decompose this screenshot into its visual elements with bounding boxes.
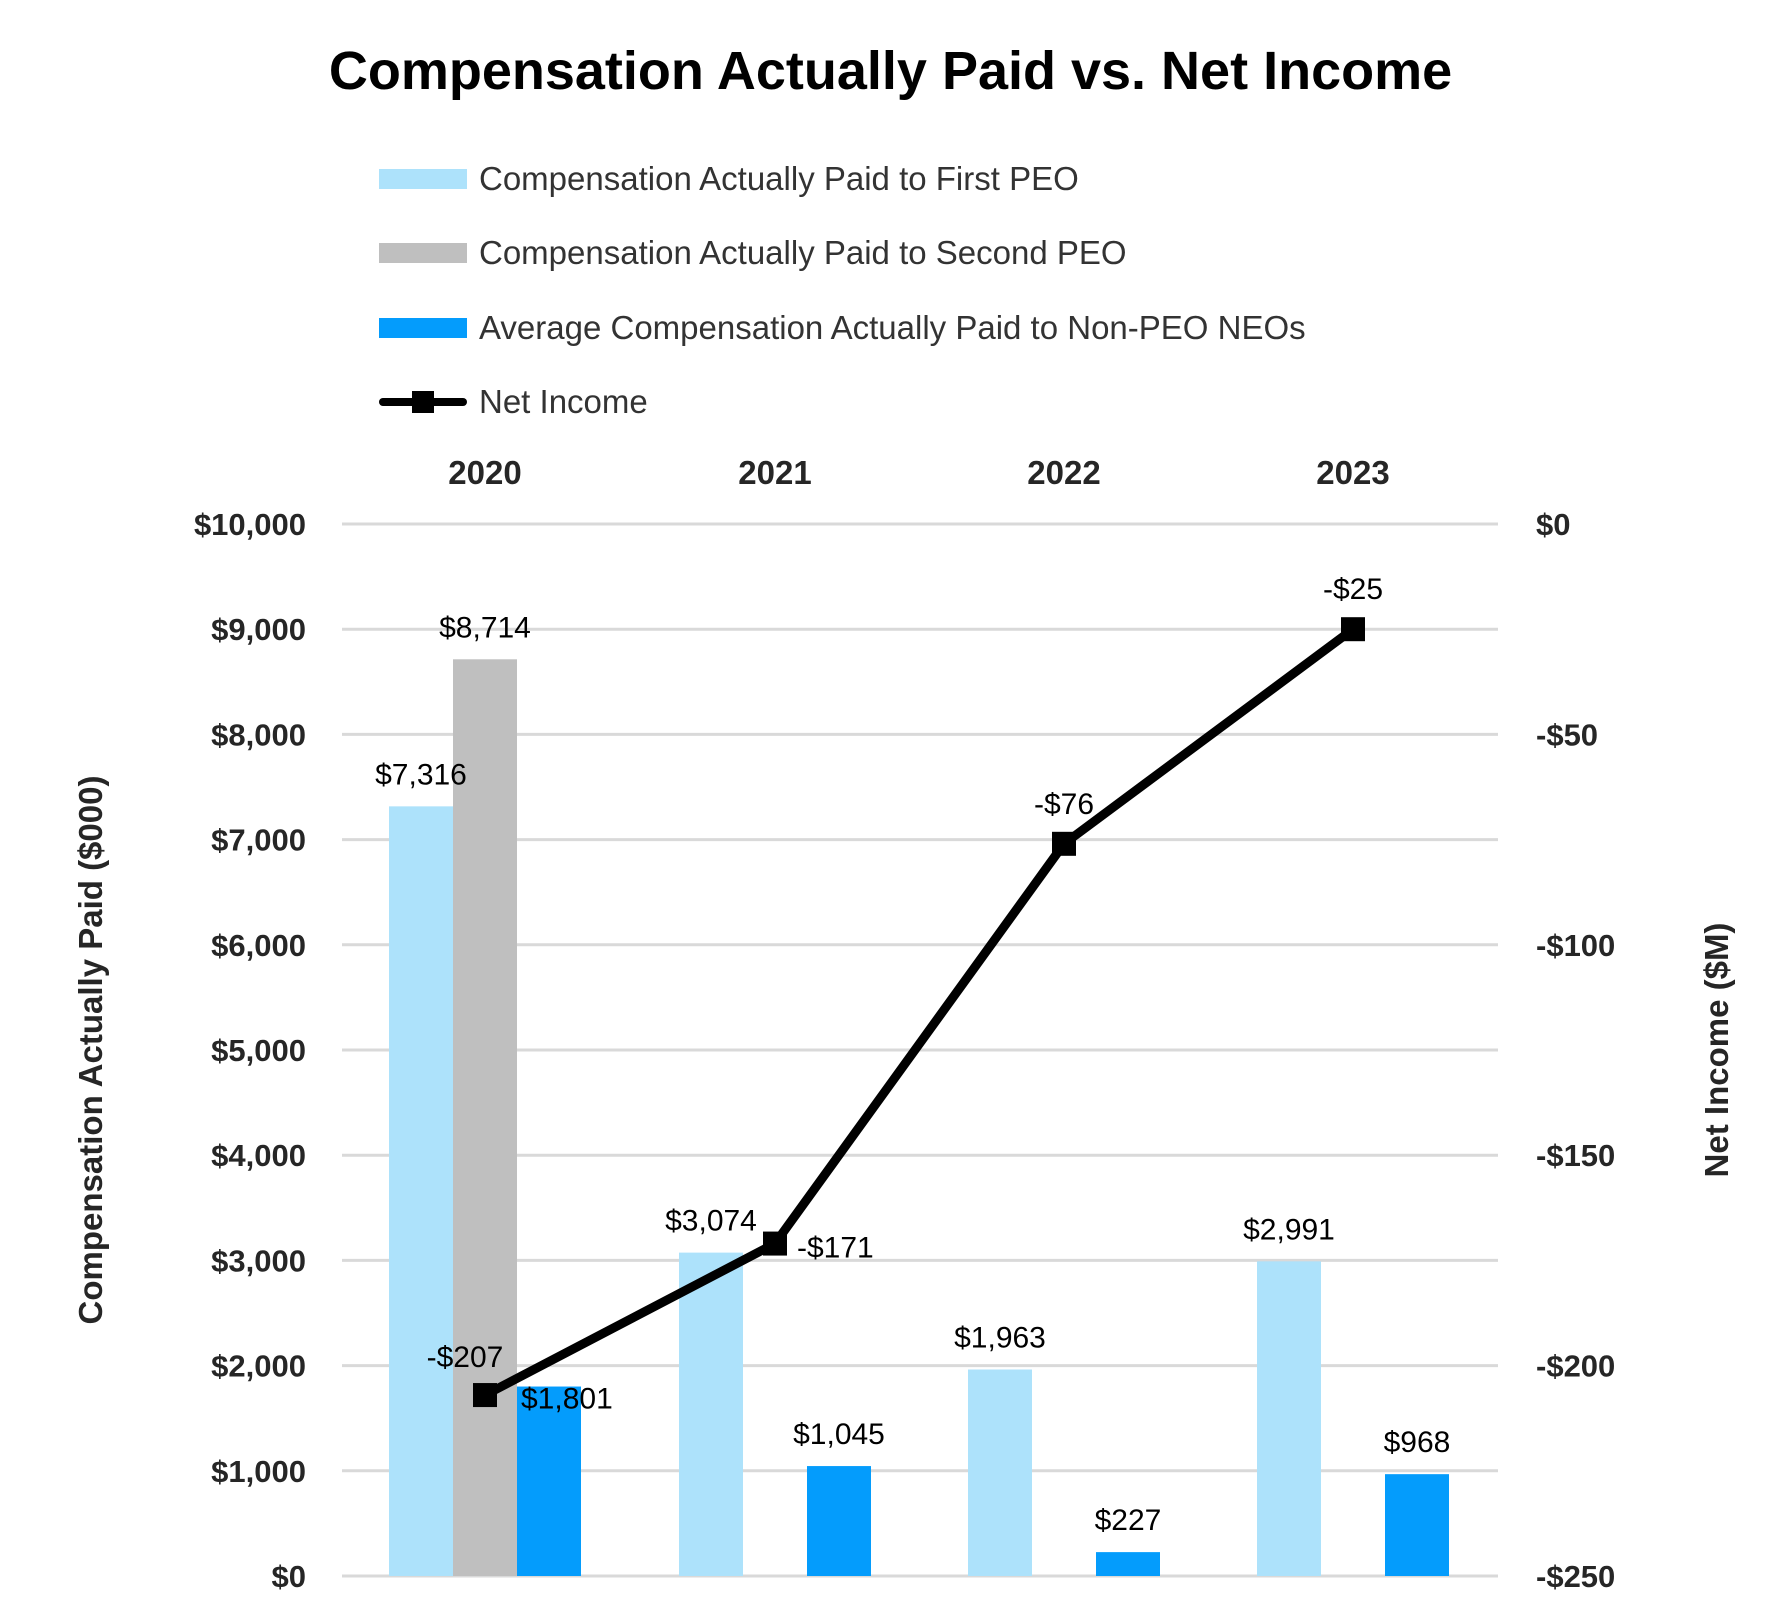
- y-tick-label: $2,000: [211, 1349, 306, 1384]
- bar-data-label: $1,963: [954, 1321, 1046, 1354]
- bar-data-label: $1,045: [793, 1418, 885, 1451]
- bar: [968, 1369, 1032, 1576]
- bar-data-label: $2,991: [1243, 1213, 1335, 1246]
- net-income-marker: [473, 1383, 497, 1408]
- bar: [1096, 1552, 1160, 1576]
- legend-item: Compensation Actually Paid to Second PEO: [379, 233, 1127, 273]
- x-tick-label: 2022: [1027, 454, 1100, 491]
- y-tick-label: $8,000: [211, 717, 306, 752]
- x-tick-label: 2023: [1316, 454, 1389, 491]
- x-tick-label: 2021: [738, 454, 811, 491]
- legend-swatch: [379, 243, 467, 263]
- bar: [453, 659, 517, 1576]
- bar: [1257, 1261, 1321, 1576]
- legend-item: Net Income: [379, 382, 648, 422]
- bar: [1385, 1474, 1449, 1576]
- y2-tick-label: -$250: [1536, 1559, 1615, 1594]
- legend-swatch: [379, 318, 467, 338]
- legend-swatch: [379, 169, 467, 189]
- chart-title: Compensation Actually Paid vs. Net Incom…: [328, 41, 1453, 101]
- y2-tick-label: -$100: [1536, 928, 1615, 963]
- net-income-marker: [1052, 831, 1076, 856]
- legend-label: Net Income: [479, 383, 648, 420]
- legend-label: Compensation Actually Paid to Second PEO: [479, 234, 1127, 271]
- bar-data-label: $3,074: [665, 1205, 757, 1238]
- line-data-label: -$171: [797, 1232, 874, 1265]
- bar-data-label: $7,316: [375, 758, 467, 791]
- line-data-label: -$207: [427, 1341, 504, 1374]
- bar-data-label: $968: [1384, 1426, 1451, 1459]
- x-tick-label: 2020: [448, 454, 521, 491]
- y-tick-label: $1,000: [211, 1454, 306, 1489]
- bar-data-label: $8,714: [439, 611, 531, 644]
- y-axis-title: Compensation Actually Paid ($000): [72, 776, 109, 1325]
- y2-axis-title: Net Income ($M): [1698, 923, 1735, 1178]
- y-tick-label: $5,000: [211, 1033, 306, 1068]
- y-tick-label: $9,000: [211, 612, 306, 647]
- bar-data-label: $227: [1095, 1504, 1162, 1537]
- y-tick-label: $7,000: [211, 823, 306, 858]
- y-tick-label: $3,000: [211, 1243, 306, 1278]
- net-income-marker: [1341, 617, 1365, 642]
- y2-tick-label: -$150: [1536, 1138, 1615, 1173]
- y2-tick-label: -$200: [1536, 1349, 1615, 1384]
- legend-item: Compensation Actually Paid to First PEO: [379, 159, 1079, 199]
- bar: [389, 806, 453, 1576]
- y-tick-label: $10,000: [194, 507, 306, 542]
- legend-item: Average Compensation Actually Paid to No…: [379, 308, 1306, 348]
- bar: [807, 1466, 871, 1576]
- line-data-label: -$76: [1034, 788, 1094, 821]
- legend-label: Average Compensation Actually Paid to No…: [479, 309, 1306, 346]
- bar: [679, 1252, 743, 1576]
- y-tick-label: $6,000: [211, 928, 306, 963]
- bar-data-label: $1,801: [521, 1383, 613, 1416]
- y2-tick-label: $0: [1536, 507, 1570, 542]
- y2-tick-label: -$50: [1536, 717, 1598, 752]
- y-tick-label: $4,000: [211, 1138, 306, 1173]
- legend-label: Compensation Actually Paid to First PEO: [479, 160, 1079, 197]
- line-data-label: -$25: [1323, 573, 1383, 606]
- bar: [517, 1386, 581, 1576]
- legend-swatch: [379, 382, 467, 422]
- net-income-marker: [763, 1231, 787, 1256]
- y-tick-label: $0: [272, 1559, 306, 1594]
- net-income-line: [482, 625, 1356, 1400]
